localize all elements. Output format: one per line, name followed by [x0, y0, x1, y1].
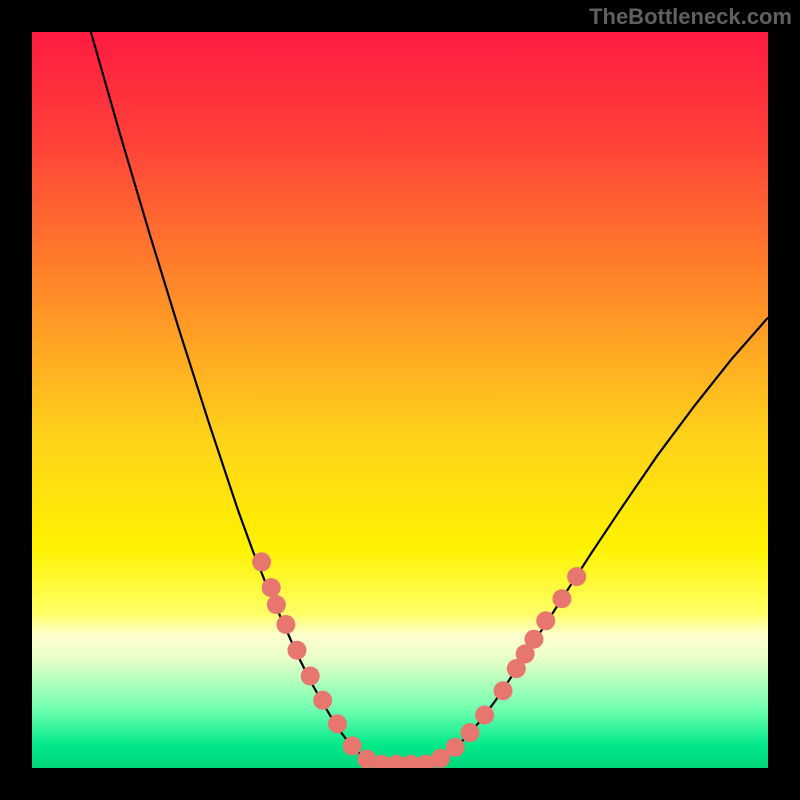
- data-marker: [267, 595, 286, 614]
- attribution-text: TheBottleneck.com: [589, 4, 792, 30]
- chart-frame: TheBottleneck.com: [0, 0, 800, 800]
- data-marker: [524, 630, 543, 649]
- data-marker: [552, 589, 571, 608]
- data-marker: [301, 667, 320, 686]
- data-marker: [494, 681, 513, 700]
- data-marker: [276, 615, 295, 634]
- data-marker: [567, 567, 586, 586]
- data-marker: [343, 736, 362, 755]
- data-marker: [313, 691, 332, 710]
- data-marker: [475, 706, 494, 725]
- data-markers: [252, 552, 586, 768]
- curve-svg: [32, 32, 768, 768]
- v-curve-line: [91, 32, 768, 764]
- data-marker: [460, 723, 479, 742]
- data-marker: [536, 611, 555, 630]
- data-marker: [328, 714, 347, 733]
- plot-area: [32, 32, 768, 768]
- data-marker: [446, 738, 465, 757]
- data-marker: [262, 578, 281, 597]
- data-marker: [252, 552, 271, 571]
- data-marker: [287, 641, 306, 660]
